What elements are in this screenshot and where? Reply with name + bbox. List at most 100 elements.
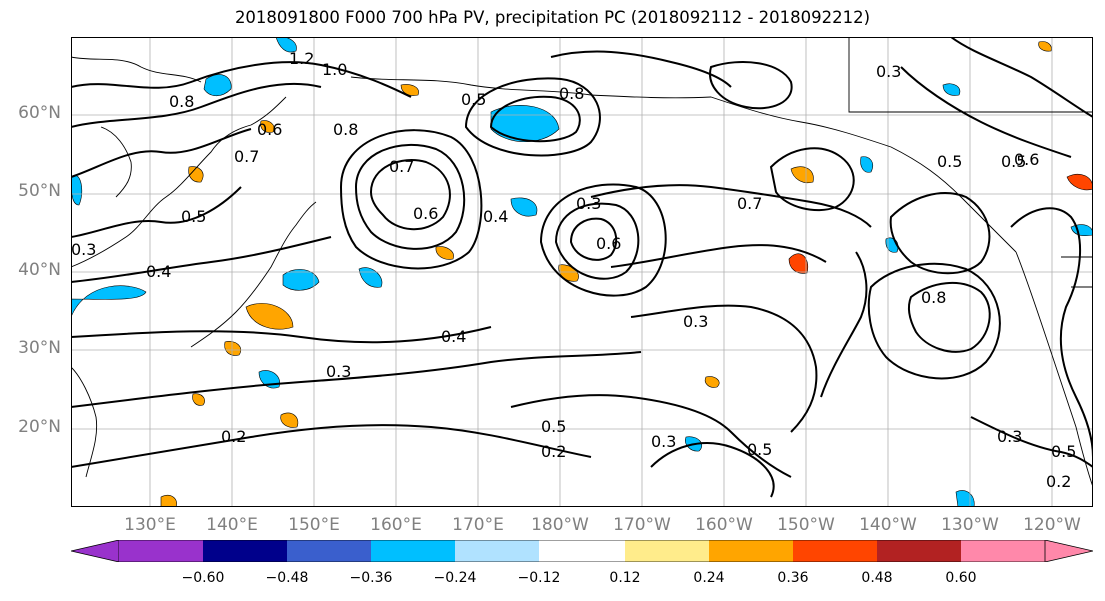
colorbar-tick: 0.24 — [693, 570, 725, 586]
lat-label-60n: 60°N — [18, 103, 61, 123]
colorbar-bin — [709, 540, 793, 562]
neg-blob — [282, 269, 320, 291]
contour-label: 0.3 — [71, 240, 96, 259]
colorbar-tick: 0.48 — [861, 570, 893, 586]
lon-label-130e: 130°E — [124, 515, 176, 535]
contour-label: 1.0 — [322, 60, 347, 79]
contour-label: 0.5 — [1001, 152, 1026, 171]
map-svg: 1.2 1.0 0.8 0.6 0.7 0.5 0.3 0.4 0.2 0.8 … — [70, 36, 1094, 508]
neg-blob — [358, 267, 383, 288]
pos-blob — [790, 166, 814, 184]
contour-label: 0.4 — [441, 327, 466, 346]
pos-blob — [192, 393, 205, 406]
colorbar-bin — [877, 540, 961, 562]
neg-blob — [490, 105, 560, 143]
contour-label: 0.8 — [169, 92, 194, 111]
contour-label: 0.7 — [234, 147, 259, 166]
lat-label-20n: 20°N — [18, 417, 61, 437]
coastlines — [70, 37, 1094, 488]
colorbar-bin — [455, 540, 539, 562]
pos-blob — [1038, 41, 1052, 52]
precip-shading — [70, 36, 1094, 508]
colorbar-bin — [961, 540, 1045, 562]
map-title: 2018091800 F000 700 hPa PV, precipitatio… — [234, 8, 871, 27]
contour-label: 0.5 — [461, 90, 486, 109]
neg-blob — [510, 197, 538, 217]
contour-label: 0.3 — [997, 427, 1022, 446]
pos-blob — [435, 246, 454, 260]
colorbar-tick: −0.60 — [181, 570, 225, 586]
colorbar-extend-low — [71, 540, 120, 562]
colorbar-bin — [287, 540, 371, 562]
contour-label: 0.6 — [1014, 150, 1039, 169]
colorbar-bin — [625, 540, 709, 562]
pos-blob — [260, 120, 275, 133]
contour-label: 0.2 — [1046, 472, 1071, 491]
colorbar-tick: −0.12 — [517, 570, 561, 586]
lon-label-170w: 170°W — [613, 515, 671, 535]
neg-blob — [860, 156, 873, 173]
lon-label-150e: 150°E — [288, 515, 340, 535]
contour-label: 0.3 — [576, 194, 601, 213]
colorbar-tick: 0.12 — [609, 570, 641, 586]
map-frame — [71, 37, 1093, 507]
colorbar-bin — [793, 540, 877, 562]
colorbar-tick: 0.36 — [777, 570, 809, 586]
contour-label: 0.5 — [937, 152, 962, 171]
contour-label: 0.2 — [541, 442, 566, 461]
contour-label: 0.3 — [326, 362, 351, 381]
lat-label-30n: 30°N — [18, 338, 61, 358]
colorbar-bin — [119, 540, 203, 562]
contour-label: 0.8 — [559, 84, 584, 103]
lon-label-160w: 160°W — [695, 515, 753, 535]
colorbar-tick: −0.36 — [349, 570, 393, 586]
contour-label: 0.4 — [483, 207, 508, 226]
lon-label-180w: 180°W — [531, 515, 589, 535]
pos-blob — [704, 376, 720, 388]
map-panel: 1.2 1.0 0.8 0.6 0.7 0.5 0.3 0.4 0.2 0.8 … — [70, 36, 1094, 508]
contour-label: 0.7 — [737, 194, 762, 213]
pos-blob — [224, 341, 242, 356]
lon-label-140e: 140°E — [206, 515, 258, 535]
lon-label-150w: 150°W — [777, 515, 835, 535]
colorbar-bin — [539, 540, 625, 562]
neg-blob — [942, 83, 961, 96]
contour-labels: 1.2 1.0 0.8 0.6 0.7 0.5 0.3 0.4 0.2 0.8 … — [71, 49, 1076, 491]
colorbar-bin — [203, 540, 287, 562]
contour-label: 0.6 — [596, 234, 621, 253]
contour-label: 0.5 — [541, 417, 566, 436]
lon-label-130w: 130°W — [941, 515, 999, 535]
neg-blob — [203, 74, 232, 97]
contour-label: 0.7 — [389, 157, 414, 176]
neg-blob — [70, 285, 147, 318]
contour-label: 0.3 — [876, 62, 901, 81]
lon-label-140w: 140°W — [859, 515, 917, 535]
pos-blob — [245, 303, 294, 330]
colorbar-extend-high — [1044, 540, 1093, 562]
contour-label: 0.2 — [221, 427, 246, 446]
colorbar-bin — [371, 540, 455, 562]
lat-label-50n: 50°N — [18, 181, 61, 201]
contour-label: 0.5 — [747, 440, 772, 459]
colorbar-tick: 0.60 — [945, 570, 977, 586]
contour-label: 0.5 — [1051, 442, 1076, 461]
lon-label-160e: 160°E — [370, 515, 422, 535]
contour-label: 0.8 — [333, 120, 358, 139]
colorbar — [71, 540, 1093, 562]
contour-label: 0.8 — [921, 288, 946, 307]
lat-label-40n: 40°N — [18, 260, 61, 280]
colorbar-tick: −0.48 — [265, 570, 309, 586]
colorbar-tick: −0.24 — [433, 570, 477, 586]
contour-label: 0.3 — [651, 432, 676, 451]
contour-label: 0.5 — [181, 207, 206, 226]
contour-label: 0.6 — [413, 204, 438, 223]
lon-label-170e: 170°E — [452, 515, 504, 535]
graticule — [71, 37, 1093, 507]
lon-label-120w: 120°W — [1023, 515, 1081, 535]
contour-label: 0.3 — [683, 312, 708, 331]
pos-blob — [280, 412, 299, 428]
pos-blob — [788, 253, 809, 274]
pos-blob — [400, 84, 419, 96]
contour-label: 0.4 — [146, 262, 171, 281]
pv-contours — [70, 36, 1094, 498]
